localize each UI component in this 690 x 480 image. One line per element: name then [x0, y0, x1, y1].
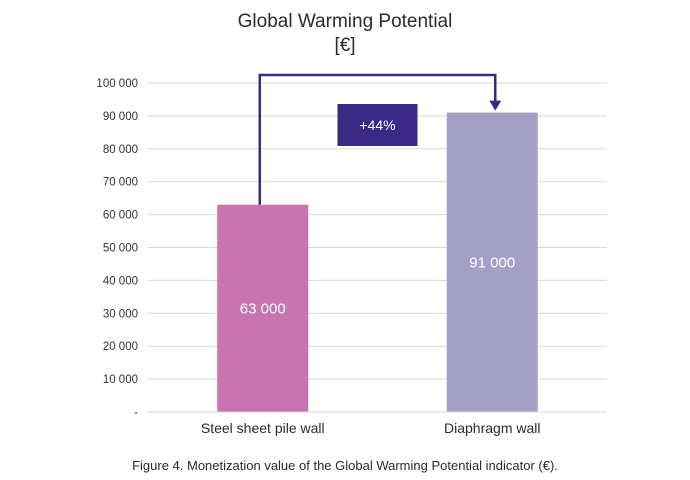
comparison-arrow: [258, 73, 502, 205]
y-tick-label: -: [134, 407, 138, 419]
percent-badge-label: +44%: [359, 117, 395, 133]
y-axis-ticks: - 10 000 20 000 30 000 40 000 50 000 60 000 70 …: [96, 78, 138, 419]
arrow-head: [489, 100, 502, 111]
bar-value-label: 63 000: [240, 300, 286, 317]
y-tick-label: 100 000: [96, 78, 138, 90]
y-tick-label: 60 000: [103, 210, 138, 222]
bars: 63 000 91 000: [217, 112, 538, 413]
x-axis-categories: Steel sheet pile wall Diaphragm wall: [201, 420, 541, 436]
y-tick-label: 10 000: [103, 374, 138, 386]
y-tick-label: 30 000: [103, 308, 138, 320]
bar: [446, 112, 538, 413]
percent-badge-box: [337, 104, 418, 146]
y-tick-label: 70 000: [103, 177, 138, 189]
x-category-label: Diaphragm wall: [444, 420, 540, 436]
bar: [217, 204, 309, 412]
arrow-line: [258, 73, 497, 205]
chart-subtitle: [€]: [334, 35, 355, 56]
y-tick-label: 40 000: [103, 275, 138, 287]
y-tick-label: 80 000: [103, 144, 138, 156]
y-tick-label: 90 000: [103, 111, 138, 123]
bar-value-label: 91 000: [469, 254, 515, 271]
figure-caption: Figure 4. Monetization value of the Glob…: [132, 458, 558, 473]
y-tick-label: 20 000: [103, 341, 138, 353]
percent-badge: +44%: [337, 104, 418, 146]
y-tick-label: 50 000: [103, 243, 138, 255]
x-category-label: Steel sheet pile wall: [201, 420, 325, 436]
chart-title: Global Warming Potential: [238, 11, 453, 32]
